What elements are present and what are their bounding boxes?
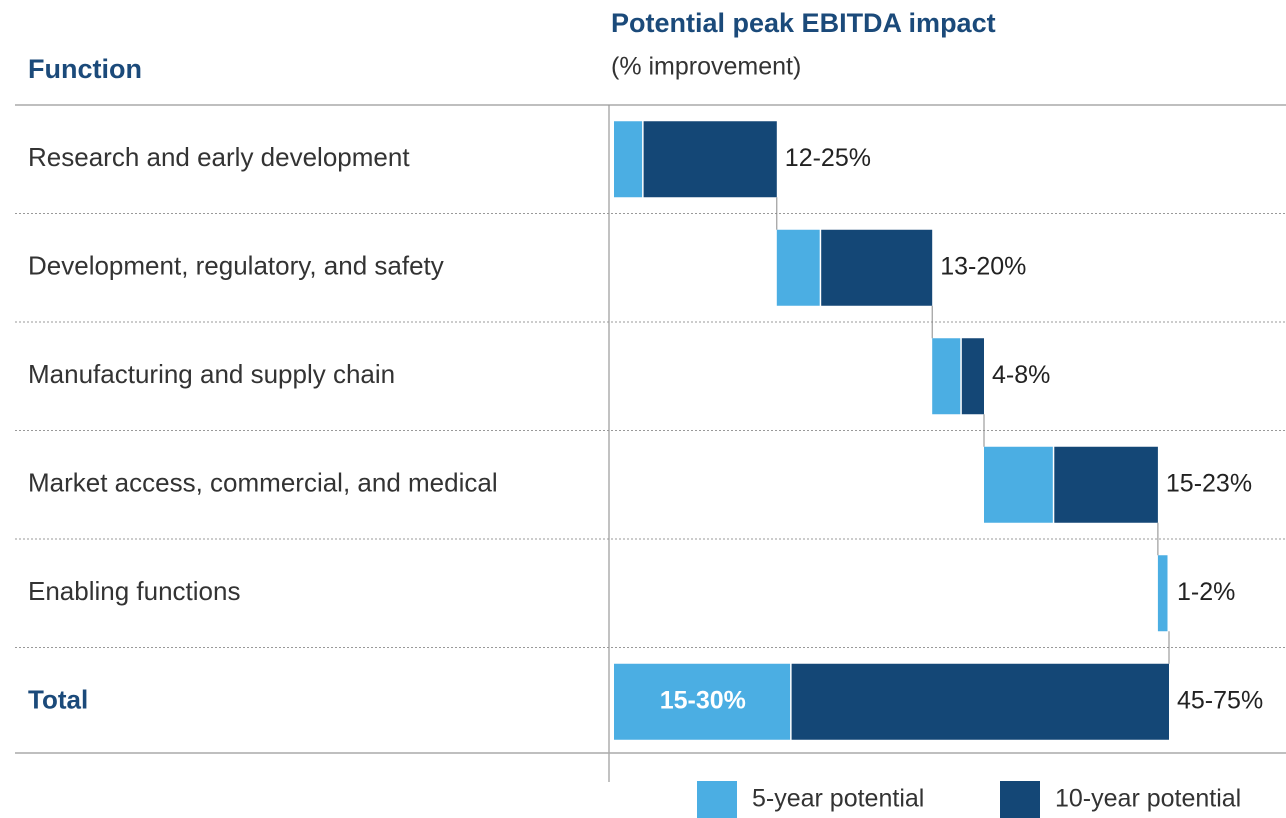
bar-segment xyxy=(1157,555,1168,632)
row-label: Total xyxy=(28,685,88,715)
range-label: 1-2% xyxy=(1177,578,1235,606)
legend-swatch xyxy=(697,781,737,818)
bar-segment xyxy=(1054,446,1158,523)
bar-segment xyxy=(614,663,791,740)
row-label: Enabling functions xyxy=(28,576,240,606)
bar-segment xyxy=(961,338,984,415)
column-title: Function xyxy=(28,54,142,84)
legend-label: 10-year potential xyxy=(1055,785,1241,813)
bar-segment xyxy=(776,229,820,306)
bar-segment xyxy=(932,338,961,415)
chart-subtitle: (% improvement) xyxy=(611,53,801,81)
range-label: 45-75% xyxy=(1177,686,1263,714)
chart-title: Potential peak EBITDA impact xyxy=(611,8,996,38)
range-label: 13-20% xyxy=(940,252,1026,280)
bar-segment xyxy=(821,229,933,306)
bar-segment xyxy=(643,121,777,198)
range-label: 12-25% xyxy=(785,144,871,172)
total-inner-label: 15-30% xyxy=(660,686,746,714)
row-label: Research and early development xyxy=(28,142,410,172)
bar-segment xyxy=(791,663,1169,740)
legend-swatch xyxy=(1000,781,1040,818)
range-label: 15-23% xyxy=(1166,469,1252,497)
row-label: Development, regulatory, and safety xyxy=(28,251,444,281)
bar-segment xyxy=(614,121,643,198)
row-label: Market access, commercial, and medical xyxy=(28,468,498,498)
row-label: Manufacturing and supply chain xyxy=(28,359,395,389)
range-label: 4-8% xyxy=(992,361,1050,389)
legend-label: 5-year potential xyxy=(752,785,924,813)
bar-segment xyxy=(984,446,1053,523)
